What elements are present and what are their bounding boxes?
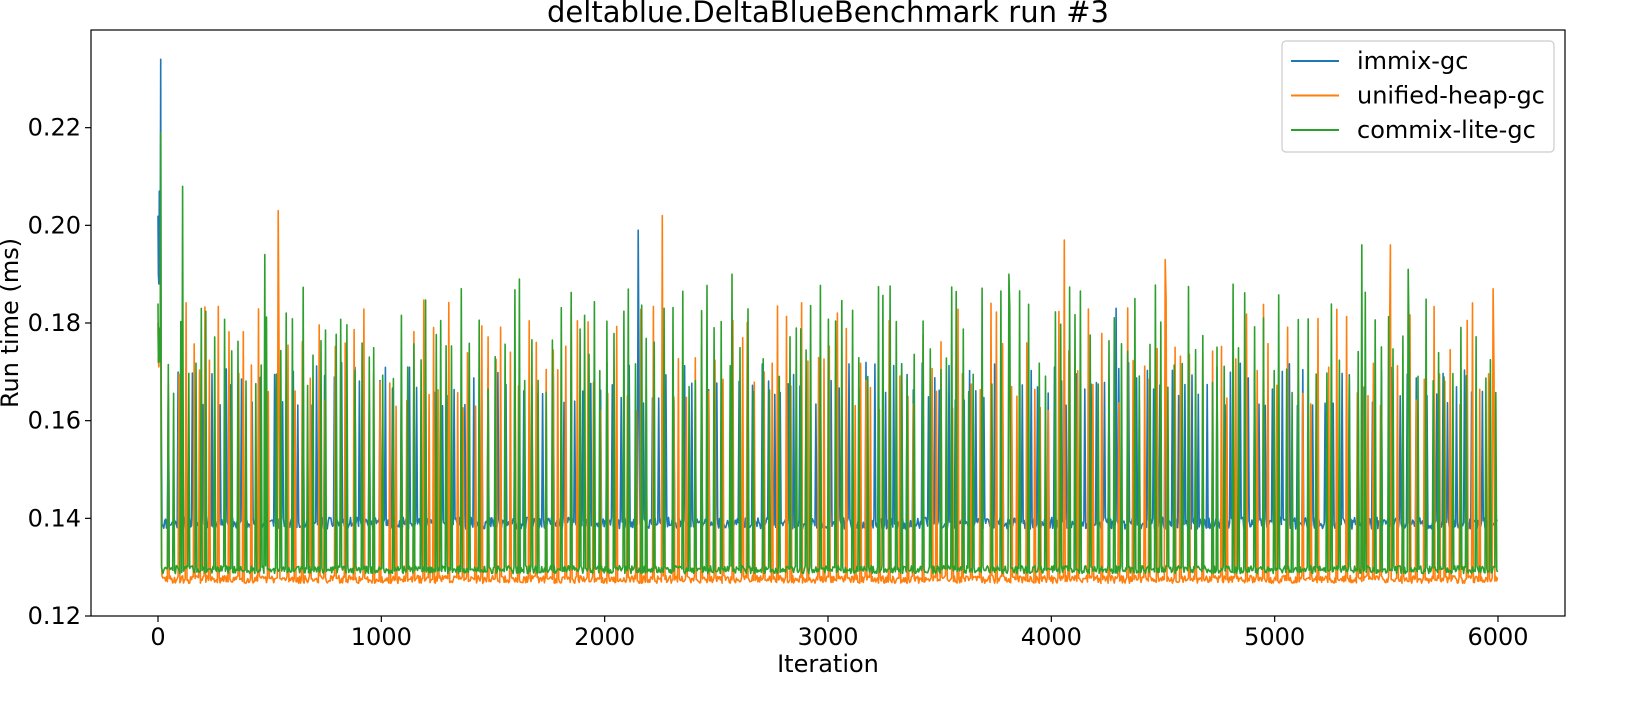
series-layer <box>157 58 1499 585</box>
legend: immix-gc unified-heap-gc commix-lite-gc <box>1281 40 1555 153</box>
x-tick-label: 2000 <box>574 623 635 651</box>
x-tick-label: 4000 <box>1021 623 1082 651</box>
plot-area <box>157 58 1499 585</box>
y-axis: 0.12 0.14 0.16 0.18 0.20 0.22 <box>28 114 91 630</box>
legend-label-unified-heap-gc: unified-heap-gc <box>1357 82 1545 110</box>
y-tick-label: 0.16 <box>28 407 81 435</box>
x-tick-label: 3000 <box>797 623 858 651</box>
chart-title: deltablue.DeltaBlueBenchmark run #3 <box>547 0 1109 29</box>
series-line-commix-lite-gc <box>157 131 1499 575</box>
y-tick-label: 0.12 <box>28 602 81 630</box>
y-tick-label: 0.20 <box>28 211 81 239</box>
x-tick-label: 0 <box>150 623 165 651</box>
x-axis-label: Iteration <box>777 650 879 678</box>
legend-label-commix-lite-gc: commix-lite-gc <box>1357 116 1536 144</box>
x-tick-label: 6000 <box>1467 623 1528 651</box>
y-tick-label: 0.14 <box>28 504 81 532</box>
x-axis: 0 1000 2000 3000 4000 5000 6000 <box>150 616 1529 651</box>
y-axis-label: Run time (ms) <box>0 238 24 408</box>
legend-box <box>1281 40 1555 153</box>
series-line-unified-heap-gc <box>157 209 1499 585</box>
y-tick-label: 0.22 <box>28 114 81 142</box>
x-tick-label: 5000 <box>1244 623 1305 651</box>
legend-label-immix-gc: immix-gc <box>1357 47 1468 75</box>
x-tick-label: 1000 <box>351 623 412 651</box>
y-tick-label: 0.18 <box>28 309 81 337</box>
